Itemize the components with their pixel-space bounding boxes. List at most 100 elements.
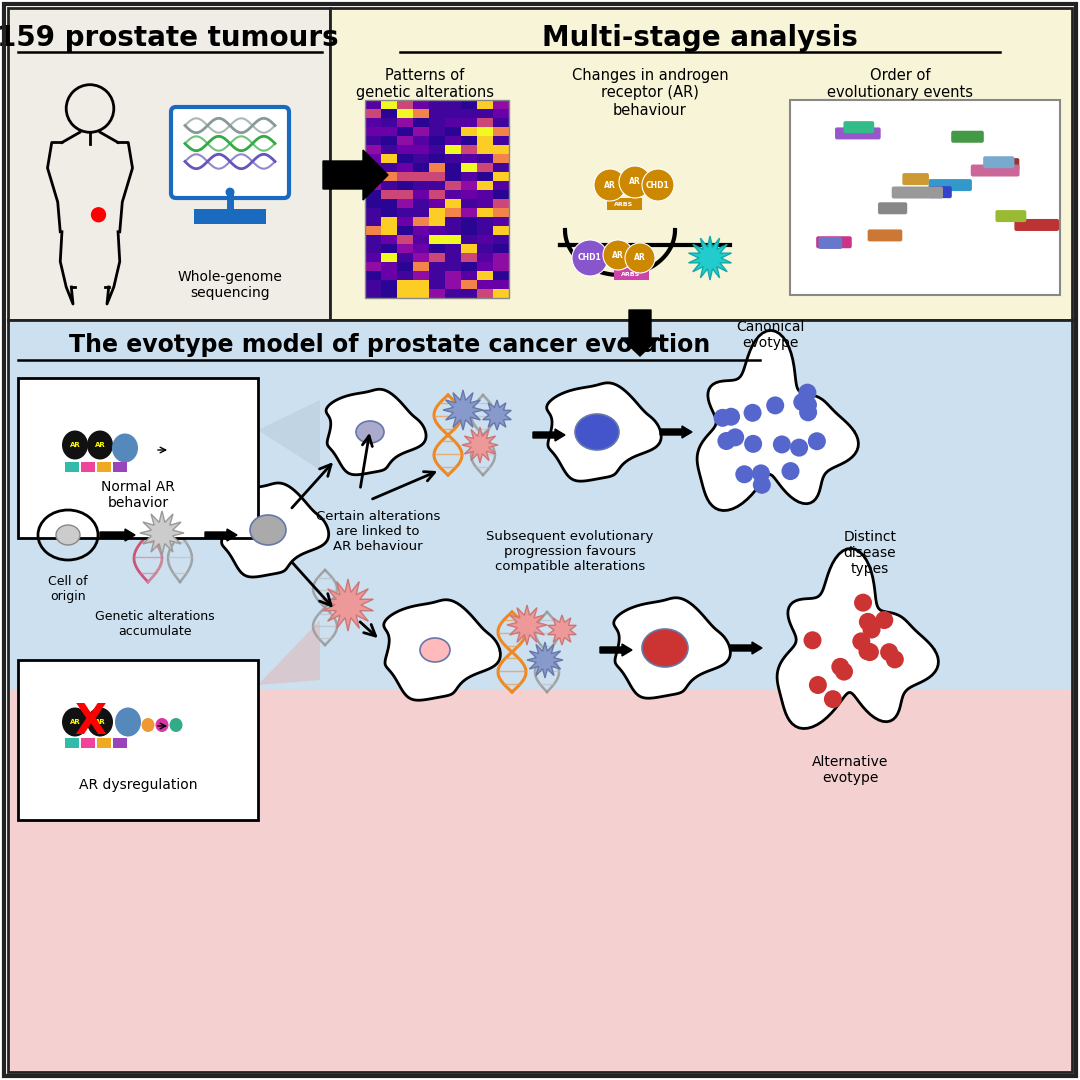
FancyBboxPatch shape (867, 229, 902, 242)
Text: Patterns of
genetic alterations: Patterns of genetic alterations (356, 68, 494, 100)
Bar (381, 235, 397, 244)
Bar (413, 244, 429, 253)
Bar (477, 199, 492, 208)
FancyBboxPatch shape (843, 121, 874, 133)
Bar (461, 172, 477, 181)
Bar (413, 181, 429, 190)
Bar (445, 244, 461, 253)
Polygon shape (527, 642, 563, 678)
Bar (429, 217, 445, 226)
Bar (65, 462, 79, 472)
Bar (492, 271, 509, 280)
Bar (461, 271, 477, 280)
FancyBboxPatch shape (929, 186, 951, 198)
Bar (429, 253, 445, 262)
Bar (113, 462, 127, 472)
Bar (397, 244, 413, 253)
Circle shape (735, 465, 754, 483)
FancyArrow shape (323, 150, 388, 200)
Bar (397, 280, 413, 289)
Bar (381, 217, 397, 226)
Bar (413, 289, 429, 298)
Bar (381, 181, 397, 190)
Bar (429, 226, 445, 235)
Text: AR: AR (604, 180, 616, 189)
Bar (365, 280, 381, 289)
Bar (461, 262, 477, 271)
Bar (365, 109, 381, 118)
Bar (8, 320, 1072, 690)
Bar (445, 289, 461, 298)
Bar (397, 289, 413, 298)
Bar (365, 190, 381, 199)
Ellipse shape (420, 638, 450, 662)
Bar (461, 100, 477, 109)
Circle shape (798, 383, 816, 402)
Bar (429, 208, 445, 217)
Bar (397, 163, 413, 172)
Polygon shape (697, 330, 859, 511)
Bar (461, 253, 477, 262)
FancyBboxPatch shape (819, 237, 842, 249)
Bar (477, 181, 492, 190)
Text: AR: AR (95, 719, 106, 725)
Bar (8, 690, 1072, 1072)
Bar (413, 199, 429, 208)
Bar (445, 262, 461, 271)
Circle shape (799, 403, 818, 421)
Bar (477, 154, 492, 163)
Bar (615, 268, 649, 280)
FancyBboxPatch shape (816, 237, 852, 248)
Bar (365, 226, 381, 235)
Circle shape (753, 476, 771, 494)
Bar (413, 154, 429, 163)
Bar (381, 100, 397, 109)
Circle shape (743, 404, 761, 422)
Bar (445, 199, 461, 208)
Bar (381, 163, 397, 172)
Bar (381, 118, 397, 127)
Circle shape (642, 168, 674, 201)
Bar (429, 118, 445, 127)
Text: Cell of
origin: Cell of origin (49, 575, 87, 603)
Bar (445, 109, 461, 118)
Bar (397, 109, 413, 118)
Circle shape (824, 690, 842, 708)
Bar (445, 127, 461, 136)
Bar (445, 118, 461, 127)
Circle shape (603, 240, 633, 270)
Bar (429, 145, 445, 154)
Bar (461, 244, 477, 253)
Bar (413, 262, 429, 271)
Bar (381, 244, 397, 253)
Circle shape (859, 643, 877, 660)
Bar (397, 208, 413, 217)
Circle shape (809, 676, 827, 694)
Bar (413, 136, 429, 145)
Bar (365, 262, 381, 271)
Bar (81, 738, 95, 748)
Bar (492, 199, 509, 208)
Bar (477, 253, 492, 262)
Polygon shape (443, 390, 483, 430)
FancyBboxPatch shape (983, 157, 1014, 168)
Bar (381, 289, 397, 298)
Text: AR: AR (634, 254, 646, 262)
Polygon shape (689, 237, 731, 280)
Bar (477, 100, 492, 109)
Bar (413, 271, 429, 280)
Bar (461, 190, 477, 199)
Circle shape (723, 408, 740, 426)
Text: Canonical
evotype: Canonical evotype (735, 320, 805, 350)
Bar (492, 280, 509, 289)
Bar (461, 136, 477, 145)
Bar (445, 100, 461, 109)
Bar (381, 127, 397, 136)
FancyBboxPatch shape (951, 131, 984, 143)
Bar (413, 127, 429, 136)
Polygon shape (220, 483, 328, 577)
Bar (492, 217, 509, 226)
Circle shape (832, 658, 849, 676)
Bar (492, 235, 509, 244)
Text: Alternative
evotype: Alternative evotype (812, 755, 888, 785)
